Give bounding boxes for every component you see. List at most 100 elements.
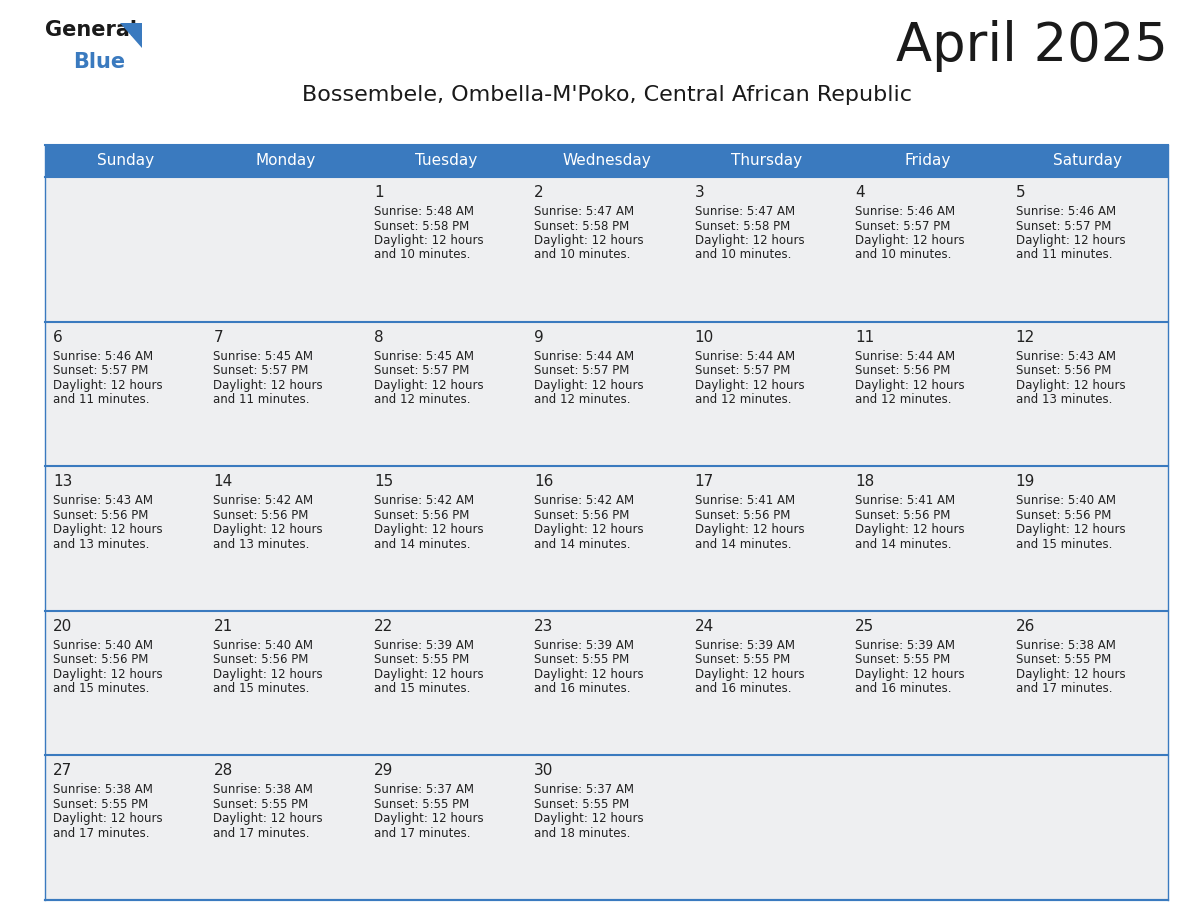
Text: and 10 minutes.: and 10 minutes.: [855, 249, 952, 262]
Text: Sunrise: 5:38 AM: Sunrise: 5:38 AM: [1016, 639, 1116, 652]
Text: and 14 minutes.: and 14 minutes.: [535, 538, 631, 551]
Bar: [366, 321, 526, 466]
Bar: [847, 321, 1007, 466]
Bar: [206, 610, 366, 756]
Bar: [206, 466, 366, 610]
Text: 14: 14: [214, 475, 233, 489]
Text: 11: 11: [855, 330, 874, 344]
Bar: [366, 145, 526, 177]
Text: Blue: Blue: [72, 52, 125, 72]
Text: Sunset: 5:57 PM: Sunset: 5:57 PM: [1016, 219, 1111, 232]
Bar: [45, 321, 206, 466]
Bar: [1007, 177, 1168, 321]
Bar: [1007, 321, 1168, 466]
Text: and 10 minutes.: and 10 minutes.: [374, 249, 470, 262]
Text: Daylight: 12 hours: Daylight: 12 hours: [695, 234, 804, 247]
Bar: [45, 756, 206, 900]
Text: Sunrise: 5:46 AM: Sunrise: 5:46 AM: [1016, 205, 1116, 218]
Text: Sunrise: 5:38 AM: Sunrise: 5:38 AM: [214, 783, 314, 797]
Text: Sunset: 5:56 PM: Sunset: 5:56 PM: [855, 509, 950, 521]
Text: Tuesday: Tuesday: [415, 153, 478, 169]
Text: Sunset: 5:55 PM: Sunset: 5:55 PM: [214, 798, 309, 811]
Text: Sunrise: 5:40 AM: Sunrise: 5:40 AM: [214, 639, 314, 652]
Bar: [45, 610, 206, 756]
Text: Sunrise: 5:43 AM: Sunrise: 5:43 AM: [53, 494, 153, 508]
Text: Sunrise: 5:37 AM: Sunrise: 5:37 AM: [374, 783, 474, 797]
Text: Sunrise: 5:46 AM: Sunrise: 5:46 AM: [53, 350, 153, 363]
Text: Daylight: 12 hours: Daylight: 12 hours: [214, 812, 323, 825]
Text: Sunset: 5:55 PM: Sunset: 5:55 PM: [855, 654, 950, 666]
Text: and 16 minutes.: and 16 minutes.: [855, 682, 952, 695]
Text: Daylight: 12 hours: Daylight: 12 hours: [535, 812, 644, 825]
Polygon shape: [120, 23, 143, 48]
Bar: [847, 145, 1007, 177]
Text: and 16 minutes.: and 16 minutes.: [535, 682, 631, 695]
Bar: [45, 466, 206, 610]
Text: Daylight: 12 hours: Daylight: 12 hours: [535, 667, 644, 681]
Text: 26: 26: [1016, 619, 1035, 633]
Bar: [526, 321, 687, 466]
Text: 5: 5: [1016, 185, 1025, 200]
Bar: [45, 177, 206, 321]
Text: Monday: Monday: [255, 153, 316, 169]
Text: Sunrise: 5:47 AM: Sunrise: 5:47 AM: [695, 205, 795, 218]
Text: Wednesday: Wednesday: [562, 153, 651, 169]
Bar: [1007, 756, 1168, 900]
Bar: [687, 610, 847, 756]
Text: 12: 12: [1016, 330, 1035, 344]
Text: Sunrise: 5:43 AM: Sunrise: 5:43 AM: [1016, 350, 1116, 363]
Text: Sunset: 5:57 PM: Sunset: 5:57 PM: [855, 219, 950, 232]
Text: 13: 13: [53, 475, 72, 489]
Text: 20: 20: [53, 619, 72, 633]
Text: Sunset: 5:56 PM: Sunset: 5:56 PM: [214, 654, 309, 666]
Text: and 15 minutes.: and 15 minutes.: [214, 682, 310, 695]
Text: Sunrise: 5:39 AM: Sunrise: 5:39 AM: [535, 639, 634, 652]
Text: and 17 minutes.: and 17 minutes.: [214, 827, 310, 840]
Text: Daylight: 12 hours: Daylight: 12 hours: [855, 667, 965, 681]
Text: Sunrise: 5:39 AM: Sunrise: 5:39 AM: [695, 639, 795, 652]
Text: 8: 8: [374, 330, 384, 344]
Text: and 14 minutes.: and 14 minutes.: [374, 538, 470, 551]
Text: 15: 15: [374, 475, 393, 489]
Text: April 2025: April 2025: [896, 20, 1168, 72]
Text: Daylight: 12 hours: Daylight: 12 hours: [53, 378, 163, 392]
Text: and 17 minutes.: and 17 minutes.: [1016, 682, 1112, 695]
Text: Daylight: 12 hours: Daylight: 12 hours: [535, 234, 644, 247]
Text: and 13 minutes.: and 13 minutes.: [53, 538, 150, 551]
Text: Daylight: 12 hours: Daylight: 12 hours: [214, 667, 323, 681]
Text: Daylight: 12 hours: Daylight: 12 hours: [855, 378, 965, 392]
Text: Sunset: 5:55 PM: Sunset: 5:55 PM: [695, 654, 790, 666]
Text: 23: 23: [535, 619, 554, 633]
Bar: [526, 466, 687, 610]
Text: and 11 minutes.: and 11 minutes.: [214, 393, 310, 406]
Text: and 14 minutes.: and 14 minutes.: [695, 538, 791, 551]
Text: Sunset: 5:58 PM: Sunset: 5:58 PM: [374, 219, 469, 232]
Bar: [366, 466, 526, 610]
Bar: [526, 177, 687, 321]
Text: Daylight: 12 hours: Daylight: 12 hours: [695, 523, 804, 536]
Text: and 11 minutes.: and 11 minutes.: [1016, 249, 1112, 262]
Text: General: General: [45, 20, 137, 40]
Text: and 13 minutes.: and 13 minutes.: [1016, 393, 1112, 406]
Text: Daylight: 12 hours: Daylight: 12 hours: [535, 523, 644, 536]
Text: 10: 10: [695, 330, 714, 344]
Text: and 12 minutes.: and 12 minutes.: [695, 393, 791, 406]
Text: Sunrise: 5:41 AM: Sunrise: 5:41 AM: [855, 494, 955, 508]
Text: Sunrise: 5:48 AM: Sunrise: 5:48 AM: [374, 205, 474, 218]
Bar: [1007, 466, 1168, 610]
Bar: [687, 145, 847, 177]
Text: Sunrise: 5:44 AM: Sunrise: 5:44 AM: [535, 350, 634, 363]
Text: and 11 minutes.: and 11 minutes.: [53, 393, 150, 406]
Text: and 17 minutes.: and 17 minutes.: [53, 827, 150, 840]
Text: Sunset: 5:57 PM: Sunset: 5:57 PM: [374, 364, 469, 377]
Bar: [687, 756, 847, 900]
Text: Daylight: 12 hours: Daylight: 12 hours: [855, 523, 965, 536]
Text: Daylight: 12 hours: Daylight: 12 hours: [374, 812, 484, 825]
Text: 24: 24: [695, 619, 714, 633]
Bar: [687, 466, 847, 610]
Text: Sunset: 5:58 PM: Sunset: 5:58 PM: [695, 219, 790, 232]
Text: Sunset: 5:55 PM: Sunset: 5:55 PM: [374, 798, 469, 811]
Text: Sunrise: 5:38 AM: Sunrise: 5:38 AM: [53, 783, 153, 797]
Text: Sunrise: 5:39 AM: Sunrise: 5:39 AM: [855, 639, 955, 652]
Text: Sunset: 5:55 PM: Sunset: 5:55 PM: [1016, 654, 1111, 666]
